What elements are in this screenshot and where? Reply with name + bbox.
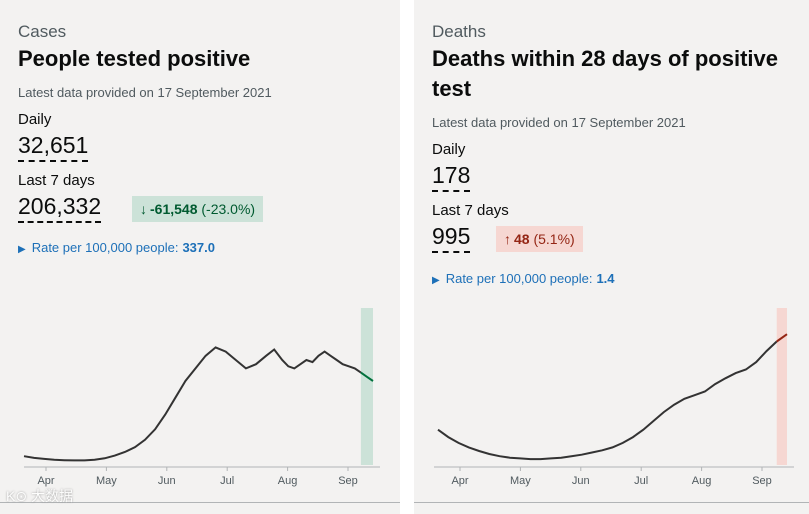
deaths-chart: Apr May Jun Jul Aug Sep (434, 308, 794, 487)
deaths-change-pct: (5.1%) (533, 231, 575, 247)
watermark-logo: K⊙ 大数据 (6, 488, 73, 504)
x-tick-label: Sep (752, 475, 772, 487)
cases-title: People tested positive (18, 46, 251, 71)
x-tick-label: Jul (220, 475, 234, 487)
series-line-highlight (776, 333, 788, 343)
cases-caption: Cases (18, 22, 67, 41)
deaths-week-value[interactable]: 995 (432, 222, 471, 253)
deaths-change-value: 48 (514, 231, 530, 247)
cases-card: Cases People tested positive Latest data… (0, 0, 400, 514)
arrow-down-icon: ↓ (140, 201, 147, 217)
cases-chart: Apr May Jun Jul Aug Sep (23, 308, 380, 487)
deaths-daily-value[interactable]: 178 (432, 161, 471, 192)
x-tick-label: Aug (278, 475, 298, 487)
cases-rate-toggle[interactable]: ▶ Rate per 100,000 people: 337.0 (18, 240, 215, 255)
deaths-daily-label: Daily (432, 141, 466, 158)
cases-rate-value: 337.0 (182, 240, 215, 255)
x-tick-label: May (96, 475, 117, 487)
series-line (437, 340, 778, 461)
highlight-band (360, 308, 373, 465)
deaths-week-label: Last 7 days (432, 202, 509, 219)
arrow-up-icon: ↑ (504, 231, 511, 247)
deaths-updated: Latest data provided on 17 September 202… (432, 115, 686, 130)
x-tick-label: Jul (634, 475, 648, 487)
deaths-card: Deaths Deaths within 28 days of positive… (414, 0, 809, 514)
triangle-right-icon: ▶ (18, 244, 26, 255)
triangle-right-icon: ▶ (432, 275, 440, 286)
series-line-highlight (360, 371, 374, 382)
cases-updated: Latest data provided on 17 September 202… (18, 85, 272, 100)
cases-daily-label: Daily (18, 111, 52, 128)
series-line (23, 346, 362, 462)
deaths-title: Deaths within 28 days of positive test (432, 46, 778, 101)
cases-change-badge: ↓ -61,548 (-23.0%) (132, 196, 264, 222)
x-tick-label: Apr (451, 475, 468, 487)
x-tick-label: Jun (158, 475, 176, 487)
cases-change-value: -61,548 (150, 201, 198, 217)
deaths-change-badge: ↑ 48 (5.1%) (496, 226, 583, 252)
x-tick-label: Aug (692, 475, 712, 487)
cases-week-label: Last 7 days (18, 172, 95, 189)
cases-change-pct: (-23.0%) (201, 201, 256, 217)
deaths-rate-toggle[interactable]: ▶ Rate per 100,000 people: 1.4 (432, 271, 615, 286)
x-tick-label: Sep (338, 475, 358, 487)
highlight-band (776, 308, 787, 465)
cases-daily-value[interactable]: 32,651 (18, 131, 89, 162)
cases-rate-label: Rate per 100,000 people: (31, 240, 179, 255)
x-tick-label: May (510, 475, 531, 487)
deaths-card-divider (414, 502, 809, 503)
deaths-caption: Deaths (432, 22, 486, 41)
deaths-rate-value: 1.4 (596, 271, 615, 286)
cases-card-divider (0, 502, 400, 503)
deaths-rate-label: Rate per 100,000 people: (445, 271, 593, 286)
cases-week-value[interactable]: 206,332 (18, 192, 102, 223)
x-tick-label: Apr (37, 475, 54, 487)
x-tick-label: Jun (572, 475, 590, 487)
